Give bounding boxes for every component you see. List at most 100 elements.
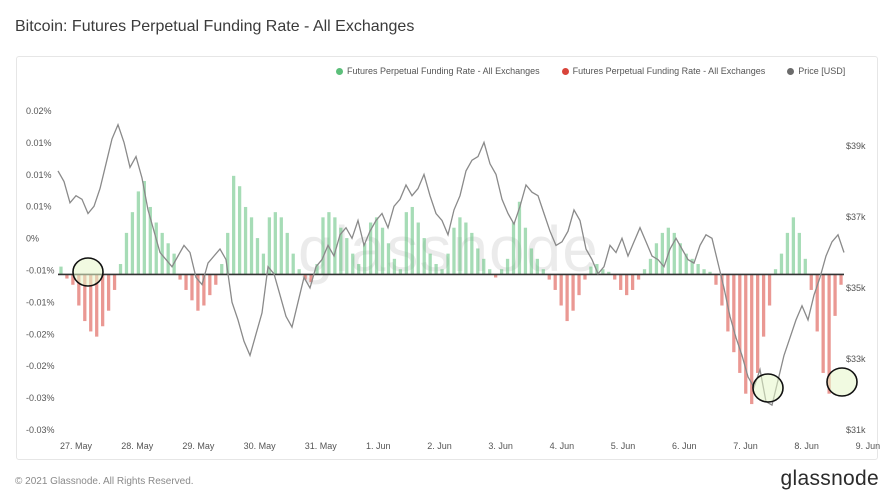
funding-bar-positive (791, 217, 796, 275)
funding-bar-positive (255, 238, 260, 275)
funding-bar-positive (285, 232, 289, 275)
y-left-tick-label: -0.01% (26, 266, 55, 276)
funding-bar-negative (833, 274, 837, 316)
legend-label: Futures Perpetual Funding Rate - All Exc… (347, 66, 540, 76)
funding-bar-positive (773, 269, 778, 275)
x-tick-label: 29. May (182, 441, 215, 451)
funding-bar-negative (190, 274, 194, 301)
x-tick-label: 4. Jun (550, 441, 575, 451)
x-tick-label: 3. Jun (488, 441, 513, 451)
y-left-tick-label: -0.02% (26, 329, 55, 339)
y-right-tick-label: $33k (846, 354, 866, 364)
funding-bar-negative (178, 274, 182, 280)
y-right-tick-label: $39k (846, 141, 866, 151)
funding-bar-positive (607, 271, 611, 275)
funding-bar-negative (95, 274, 99, 337)
funding-bar-positive (136, 191, 141, 275)
legend-item-funding-positive[interactable]: Futures Perpetual Funding Rate - All Exc… (336, 66, 540, 76)
funding-bar-positive (702, 269, 706, 275)
funding-bar-negative (202, 274, 206, 306)
chart-title: Bitcoin: Futures Perpetual Funding Rate … (15, 18, 415, 35)
funding-bar-negative (83, 274, 87, 322)
funding-bar-positive (59, 266, 63, 275)
funding-bar-negative (744, 274, 748, 394)
funding-bar-positive (220, 264, 224, 275)
funding-bar-positive (357, 264, 361, 275)
funding-bar-positive (363, 243, 367, 275)
funding-bar-positive (351, 253, 355, 275)
legend-label: Price [USD] (798, 66, 846, 76)
funding-bar-positive (660, 232, 665, 275)
funding-bar-positive (315, 264, 319, 275)
x-tick-label: 6. Jun (672, 441, 697, 451)
funding-bar-positive (696, 264, 700, 275)
x-tick-label: 1. Jun (366, 441, 391, 451)
funding-bar-negative (750, 274, 754, 405)
funding-bar-negative (613, 274, 617, 280)
funding-bar-positive (267, 217, 272, 275)
funding-bar-negative (827, 274, 831, 394)
funding-bar-positive (273, 212, 277, 275)
y-left-tick-label: 0% (26, 234, 39, 244)
funding-bar-negative (196, 274, 200, 311)
funding-bar-negative (714, 274, 718, 285)
funding-bar-negative (553, 274, 557, 290)
funding-bar-positive (482, 258, 486, 275)
funding-bar-positive (321, 217, 325, 275)
funding-bar-negative (815, 274, 819, 332)
funding-bar-negative (559, 274, 563, 306)
funding-bar-negative (65, 274, 69, 279)
y-right-tick-label: $31k (846, 425, 866, 435)
x-tick-label: 31. May (305, 441, 338, 451)
funding-bar-negative (106, 274, 111, 311)
x-tick-label: 28. May (121, 441, 154, 451)
funding-bar-positive (226, 232, 230, 275)
funding-bar-positive (368, 222, 373, 275)
funding-bar-positive (458, 217, 462, 275)
funding-bar-positive (380, 227, 385, 275)
funding-bar-positive (708, 271, 712, 275)
x-tick-label: 5. Jun (611, 441, 636, 451)
funding-bar-negative (720, 274, 724, 306)
funding-bar-negative (184, 274, 188, 290)
funding-bar-negative (101, 274, 105, 327)
funding-bar-positive (237, 186, 242, 275)
funding-bar-positive (148, 206, 152, 275)
funding-bar-negative (839, 274, 843, 285)
funding-bar-negative (619, 274, 623, 290)
y-left-tick-label: 0.01% (26, 170, 52, 180)
funding-bar-negative (630, 274, 635, 290)
chart-panel (16, 56, 878, 460)
legend-item-funding-negative[interactable]: Futures Perpetual Funding Rate - All Exc… (561, 66, 765, 76)
funding-bar-positive (589, 266, 593, 275)
funding-bar-positive (523, 227, 528, 275)
funding-bar-negative (726, 274, 730, 332)
funding-bar-positive (339, 227, 343, 275)
funding-bar-positive (678, 243, 682, 275)
funding-bar-positive (601, 269, 605, 275)
funding-bar-negative (494, 274, 498, 278)
funding-bar-positive (416, 222, 420, 275)
legend-marker-green (336, 67, 343, 75)
y-right-tick-label: $37k (846, 212, 866, 222)
x-tick-label: 8. Jun (794, 441, 819, 451)
legend-item-price[interactable]: Price [USD] (787, 66, 845, 76)
y-left-tick-label: 0.01% (26, 138, 52, 148)
funding-bar-positive (488, 269, 492, 275)
funding-bar-positive (595, 264, 599, 275)
funding-bar-positive (154, 222, 158, 275)
funding-bar-negative (767, 274, 772, 306)
legend-marker-gray (787, 67, 795, 75)
brand-logo: glassnode (780, 467, 879, 490)
y-left-tick-label: -0.03% (26, 393, 55, 403)
funding-bar-positive (452, 227, 456, 275)
copyright-footer: © 2021 Glassnode. All Rights Reserved. (15, 476, 194, 487)
y-left-tick-label: 0.02% (26, 106, 52, 116)
highlight-circles (72, 257, 858, 403)
funding-bar-positive (517, 201, 522, 275)
highlight-circle (72, 257, 104, 287)
funding-bar-positive (327, 212, 331, 275)
funding-bar-positive (779, 253, 784, 275)
funding-bar-negative (214, 274, 218, 285)
y-right-tick-label: $35k (846, 283, 866, 293)
